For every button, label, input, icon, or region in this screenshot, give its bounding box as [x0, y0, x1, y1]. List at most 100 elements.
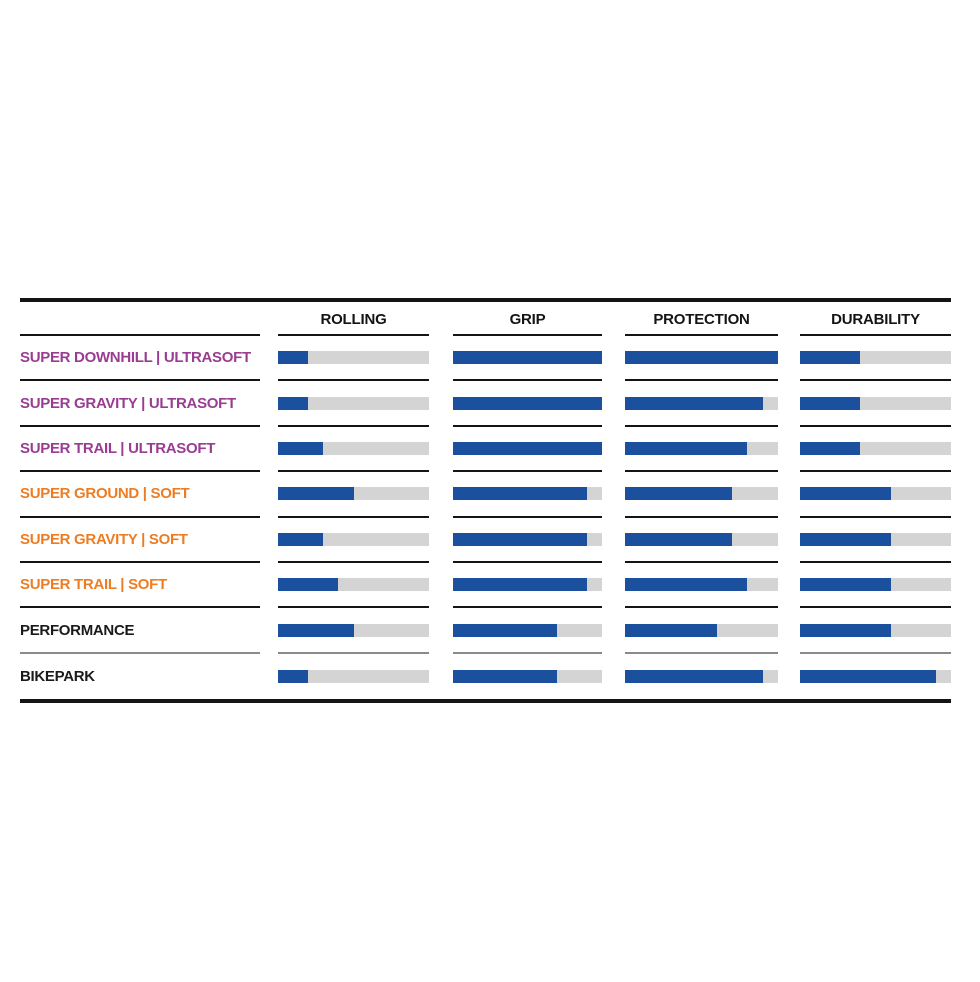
rating-bar-fill — [278, 623, 354, 637]
rating-bar — [278, 487, 429, 501]
table-row: SUPER TRAIL | SOFT — [20, 563, 951, 609]
rating-bar — [625, 396, 778, 410]
table-row: SUPER DOWNHILL | ULTRASOFT — [20, 336, 951, 382]
rating-bar-fill — [278, 578, 339, 592]
rating-bar — [800, 396, 951, 410]
row-label: SUPER DOWNHILL | ULTRASOFT — [20, 349, 251, 367]
rating-bar-fill — [278, 532, 324, 546]
row-label-cell: SUPER GRAVITY | ULTRASOFT — [20, 381, 260, 427]
rating-bar — [278, 396, 429, 410]
row-label: SUPER TRAIL | SOFT — [20, 576, 167, 594]
rating-cell — [625, 608, 778, 654]
rating-bar — [800, 623, 951, 637]
table-row: SUPER GRAVITY | SOFT — [20, 518, 951, 563]
rating-cell — [453, 518, 602, 563]
rating-table: ROLLING GRIP PROTECTION DURABILITY SUPER… — [20, 298, 951, 704]
rating-cell — [625, 336, 778, 382]
rating-bar-fill — [800, 578, 891, 592]
rating-bar-fill — [800, 441, 861, 455]
rating-cell — [800, 472, 951, 518]
rating-cell — [800, 381, 951, 427]
rating-bar — [453, 578, 602, 592]
rating-bar-fill — [278, 669, 309, 683]
rating-bar-fill — [800, 487, 891, 501]
row-label: SUPER GRAVITY | SOFT — [20, 530, 188, 548]
rating-cell — [625, 518, 778, 563]
rating-bar — [453, 669, 602, 683]
rating-cell — [625, 654, 778, 699]
rating-cell — [800, 608, 951, 654]
rating-bar — [800, 487, 951, 501]
rating-bar-fill — [278, 441, 324, 455]
rating-cell — [453, 381, 602, 427]
rating-cell — [625, 381, 778, 427]
rating-cell — [800, 563, 951, 609]
table-row: BIKEPARK — [20, 654, 951, 699]
table-row: SUPER GRAVITY | ULTRASOFT — [20, 381, 951, 427]
rating-bar — [800, 669, 951, 683]
rating-bar-fill — [625, 532, 733, 546]
rating-bar-fill — [625, 487, 733, 501]
rating-cell — [800, 336, 951, 382]
rating-cell — [278, 427, 429, 473]
row-label-cell: BIKEPARK — [20, 654, 260, 699]
rating-bar — [800, 532, 951, 546]
rating-bar — [278, 578, 429, 592]
header-row: ROLLING GRIP PROTECTION DURABILITY — [20, 302, 951, 336]
rating-cell — [800, 518, 951, 563]
rating-bar-fill — [625, 396, 763, 410]
rating-bar — [278, 351, 429, 365]
rating-bar-fill — [453, 396, 602, 410]
rating-bar — [625, 669, 778, 683]
row-label: SUPER TRAIL | ULTRASOFT — [20, 439, 216, 457]
rating-cell — [278, 381, 429, 427]
rating-bar-fill — [800, 669, 936, 683]
rating-bar-fill — [800, 351, 861, 365]
rating-bar — [800, 441, 951, 455]
row-label-cell: SUPER GRAVITY | SOFT — [20, 518, 260, 563]
rating-cell — [278, 336, 429, 382]
row-label: PERFORMANCE — [20, 621, 135, 639]
rating-bar — [625, 487, 778, 501]
rating-bar — [278, 623, 429, 637]
rating-cell — [278, 518, 429, 563]
rating-bar-fill — [278, 396, 309, 410]
rating-bar — [453, 351, 602, 365]
rating-bar-fill — [625, 623, 717, 637]
rating-cell — [800, 427, 951, 473]
rating-bar-fill — [453, 578, 588, 592]
row-label: SUPER GRAVITY | ULTRASOFT — [20, 394, 236, 412]
rating-cell — [800, 654, 951, 699]
table-row: SUPER GROUND | SOFT — [20, 472, 951, 518]
rating-cell — [453, 472, 602, 518]
rating-bar — [278, 441, 429, 455]
row-label-cell: SUPER TRAIL | SOFT — [20, 563, 260, 609]
rating-bar-fill — [625, 441, 748, 455]
row-label-cell: PERFORMANCE — [20, 608, 260, 654]
row-label-cell: SUPER TRAIL | ULTRASOFT — [20, 427, 260, 473]
rating-bar-fill — [625, 351, 778, 365]
rating-cell — [278, 563, 429, 609]
rating-bar — [278, 532, 429, 546]
rating-cell — [625, 472, 778, 518]
rating-bar — [625, 351, 778, 365]
rating-bar-fill — [278, 351, 309, 365]
rating-bar — [625, 578, 778, 592]
header-spacer — [20, 302, 260, 336]
rating-bar — [278, 669, 429, 683]
column-header-rolling: ROLLING — [278, 302, 429, 336]
table-row: PERFORMANCE — [20, 608, 951, 654]
rating-bar — [625, 441, 778, 455]
rating-bar — [800, 351, 951, 365]
rating-bar-fill — [453, 441, 602, 455]
rating-bar-fill — [800, 623, 891, 637]
rating-cell — [453, 563, 602, 609]
row-label-cell: SUPER GROUND | SOFT — [20, 472, 260, 518]
column-header-protection: PROTECTION — [625, 302, 778, 336]
rating-bar-fill — [625, 578, 748, 592]
rating-cell — [625, 563, 778, 609]
rating-cell — [453, 608, 602, 654]
rating-cell — [278, 654, 429, 699]
rating-bar-fill — [453, 623, 558, 637]
